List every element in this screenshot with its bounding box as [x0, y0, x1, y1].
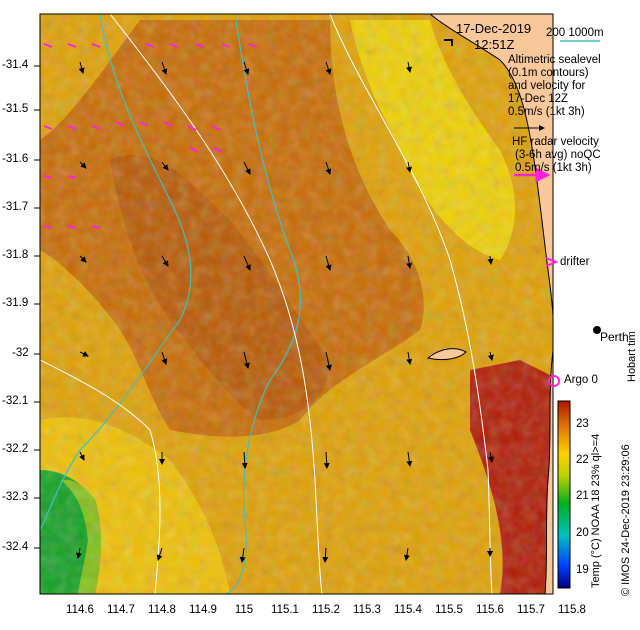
perth-marker: [593, 326, 601, 334]
y-tick-label: -31.6: [2, 153, 29, 165]
drifter-label: drifter: [560, 256, 590, 268]
altimetry-legend-line: 0.5m/s (1kt 3h): [508, 106, 585, 118]
argo-float-marker: [548, 375, 560, 387]
colorbar-tick: 20: [576, 527, 589, 539]
x-tick-label: 115.8: [558, 604, 586, 616]
y-tick-label: -32.4: [2, 541, 29, 553]
perth-label: Perth: [600, 330, 629, 344]
sealevel-contour: [109, 14, 323, 594]
colorbar-gradient: [557, 400, 571, 589]
hobart-time-label: Hobart tim: [626, 331, 638, 382]
drifter-marker: [545, 257, 559, 267]
colorbar-tick: 22: [576, 454, 589, 466]
land-area: [429, 14, 553, 594]
x-tick-label: 115: [234, 604, 254, 616]
y-tick-label: -31.7: [2, 201, 29, 213]
y-tick-label: -31.5: [2, 103, 29, 115]
sealevel-contour: [329, 14, 493, 594]
altimetry-legend-line: Altimetric sealevel: [508, 54, 601, 66]
argo-label: Argo 0: [564, 374, 598, 386]
y-tick-label: -31.9: [2, 297, 29, 309]
sealevel-contour: [40, 359, 161, 594]
colorbar-tick: 23: [576, 418, 589, 430]
y-tick-label: -32.1: [2, 395, 29, 407]
axis-ticks: [34, 65, 40, 549]
y-tick-label: -31.4: [2, 59, 29, 71]
x-tick-label: 114.6: [66, 604, 94, 616]
hf-radar-legend-line: HF radar velocity: [512, 136, 599, 148]
rottnest-island: [426, 348, 467, 361]
timestamp-tick: [444, 39, 453, 46]
bathymetry-1000m: [224, 14, 301, 594]
x-tick-label: 115.4: [394, 604, 422, 616]
colorbar-tick: 19: [576, 564, 589, 576]
y-tick-label: -32.3: [2, 491, 29, 503]
y-tick-label: -32.2: [2, 443, 29, 455]
x-tick-label: 115.2: [312, 604, 340, 616]
x-tick-label: 115.5: [435, 604, 463, 616]
altimetry-legend: Altimetric sealevel (0.1m contours) and …: [508, 54, 601, 119]
x-tick-label: 115.6: [476, 604, 504, 616]
bathymetry-legend: 200 1000m: [546, 27, 604, 39]
credit-text: © IMOS 24-Dec-2019 23:29:06: [620, 444, 632, 596]
x-tick-label: 114.7: [107, 604, 135, 616]
y-tick-label: -32: [12, 347, 29, 359]
x-tick-label: 114.8: [148, 604, 176, 616]
x-tick-label: 115.3: [353, 604, 381, 616]
x-tick-label: 114.9: [189, 604, 217, 616]
noise-texture: [40, 14, 553, 594]
altimetry-legend-line: and velocity for: [508, 80, 586, 92]
map-date: 17-Dec-2019: [456, 21, 532, 36]
altimetry-arrows: [76, 61, 494, 563]
colorbar-tick: 21: [576, 490, 589, 502]
hf-radar-arrows: [43, 43, 257, 229]
hf-radar-legend-line: 0.5m/s (1kt 3h): [515, 162, 592, 174]
altimetry-legend-line: (0.1m contours): [508, 67, 589, 79]
x-tick-label: 115.7: [517, 604, 545, 616]
altimetry-legend-line: 17-Dec 12Z: [508, 93, 569, 105]
y-tick-label: -31.8: [2, 249, 29, 261]
colorbar-label: Temp (°C) NOAA 18 23% ql>=4: [590, 433, 602, 588]
hf-radar-legend: HF radar velocity (3-6h avg) noQC 0.5m/s…: [512, 136, 601, 175]
hf-radar-legend-line: (3-6h avg) noQC: [515, 149, 601, 161]
bathymetry-200m: [40, 14, 192, 531]
x-tick-label: 115.1: [271, 604, 299, 616]
map-time: 12:51Z: [474, 37, 515, 52]
